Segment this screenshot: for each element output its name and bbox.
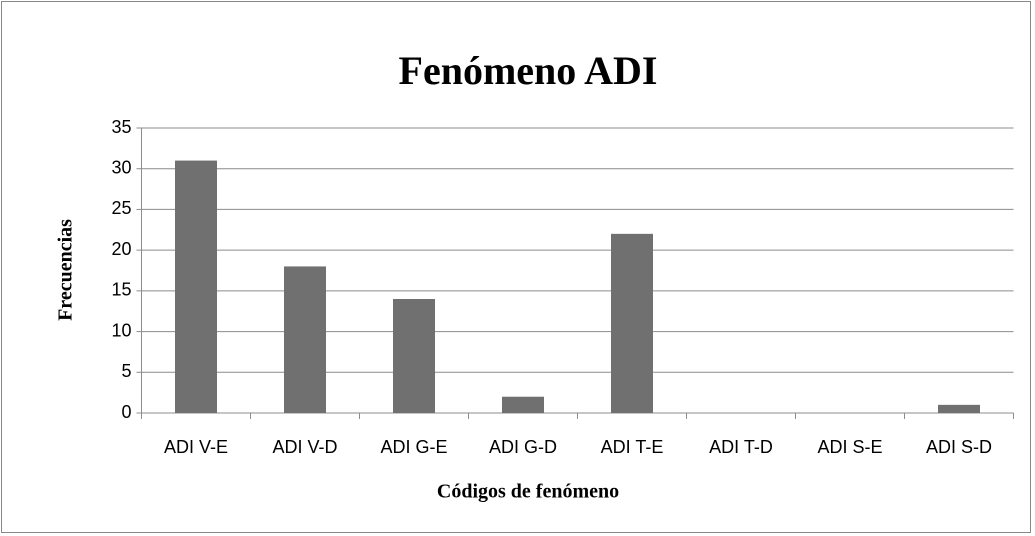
bar <box>502 396 544 413</box>
x-tick-label: ADI G-E <box>380 437 447 457</box>
y-tick-label: 20 <box>111 239 131 259</box>
bar <box>611 233 653 413</box>
y-tick-label: 35 <box>111 117 131 137</box>
x-tick-label: ADI V-E <box>164 437 228 457</box>
x-tick-label: ADI V-D <box>272 437 337 457</box>
x-tick-label: ADI T-D <box>709 437 773 457</box>
x-tick-label: ADI T-E <box>601 437 664 457</box>
bar <box>938 404 980 413</box>
y-tick-label: 5 <box>121 361 131 381</box>
y-tick-label: 0 <box>121 402 131 422</box>
y-tick-label: 15 <box>111 280 131 300</box>
bar <box>284 266 326 413</box>
bar <box>393 299 435 413</box>
y-tick-label: 10 <box>111 320 131 340</box>
chart-title: Fenómeno ADI <box>399 48 658 93</box>
x-tick-label: ADI S-D <box>926 437 992 457</box>
x-tick-label: ADI G-D <box>489 437 557 457</box>
x-tick-label: ADI S-E <box>817 437 882 457</box>
y-axis-label: Frecuencias <box>55 219 77 321</box>
y-tick-label: 25 <box>111 198 131 218</box>
y-tick-label: 30 <box>111 157 131 177</box>
bar <box>175 160 217 413</box>
x-axis-label: Códigos de fenómeno <box>437 481 619 503</box>
